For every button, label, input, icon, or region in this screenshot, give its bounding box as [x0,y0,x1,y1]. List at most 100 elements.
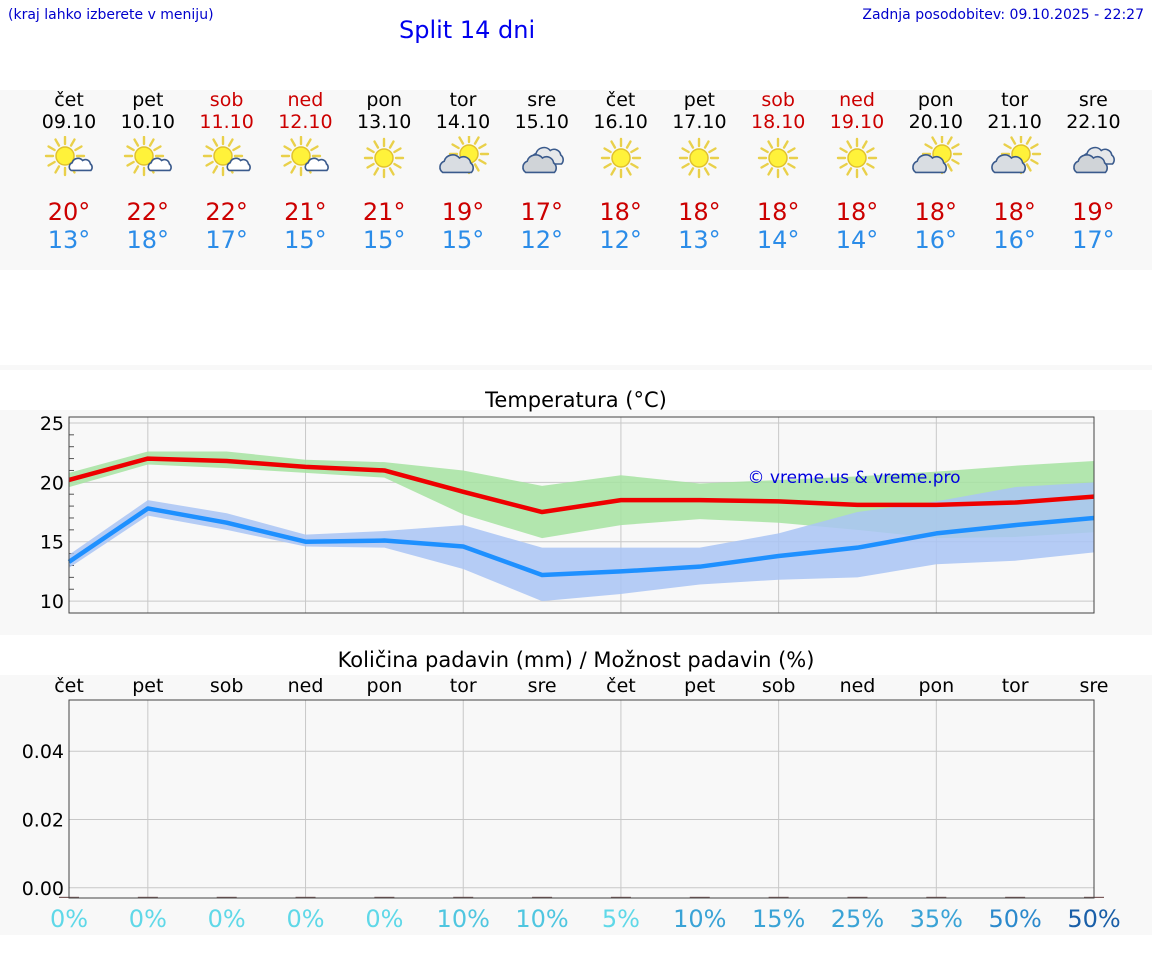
day-header: pon 20.10 [897,89,975,133]
max-temp: 19° [1072,198,1115,226]
day-name: pon [917,89,954,111]
day-header: ned 19.10 [818,89,896,133]
temperature-chart: 10 15 20 25 © vreme.us & vreme.pro [40,413,1095,614]
precip-probability: 25% [831,905,884,933]
day-name: sre [527,89,557,111]
max-temp: 17° [520,198,564,226]
day-label: tor [450,675,477,697]
day-name: pon [366,89,403,111]
max-temp-band [69,451,1094,539]
max-temp: 18° [599,198,642,226]
max-temp: 19° [441,198,485,226]
day-header: pet 17.10 [660,89,738,133]
day-date: 11.10 [199,111,254,133]
day-header: sob 18.10 [739,89,817,133]
precip-bar [453,896,474,898]
partly-cloudy-icon [911,136,962,175]
day-header: tor 21.10 [976,89,1054,133]
day-date: 22.10 [1066,111,1121,133]
day-header: sre 15.10 [503,89,581,133]
min-temp: 18° [126,226,170,254]
day-label: čet [606,675,636,697]
day-date: 20.10 [908,111,963,133]
day-date: 13.10 [356,111,412,133]
day-header: pet 10.10 [109,89,187,133]
day-name: čet [605,89,636,111]
day-date: 18.10 [750,111,806,133]
precip-bar [532,896,553,898]
min-temp-band [69,482,1094,602]
y-tick-label: 0.02 [22,809,64,831]
min-temp: 13° [47,226,91,254]
day-date: 12.10 [278,111,333,133]
day-name: sre [1078,89,1108,111]
sun-small-cloud-icon [123,136,172,177]
day-header: čet 09.10 [30,89,108,133]
sun-small-cloud-icon [202,136,251,177]
spacer-divider [0,365,1152,370]
sun-icon [679,137,720,179]
day-label: pet [684,675,715,697]
precipitation-chart-title: Količina padavin (mm) / Možnost padavin … [337,648,815,672]
day-date: 21.10 [987,111,1042,133]
max-temp: 21° [284,198,327,226]
precip-bar [137,896,158,898]
day-name: tor [1001,89,1029,111]
sun-small-cloud-icon [281,136,330,177]
day-label: pon [918,675,954,697]
cloudy-icon [1073,146,1116,174]
precip-probability: 35% [910,905,963,933]
precip-probability: 10% [673,905,726,933]
day-header: ned 12.10 [266,89,344,133]
menu-hint[interactable]: (kraj lahko izberete v meniju) [8,7,214,23]
precip-bar [1005,896,1026,898]
precip-probability: 0% [365,905,403,933]
precip-bar [216,896,237,898]
max-temp: 18° [835,198,879,226]
y-tick-label: 10 [40,591,64,613]
last-update: Zadnja posodobitev: 09.10.2025 - 22:27 [862,7,1144,23]
min-temp: 17° [1072,226,1115,254]
watermark: © vreme.us & vreme.pro [747,468,960,488]
precip-bar [610,896,631,898]
day-label: sob [762,675,796,697]
precip-probability: 0% [50,905,88,933]
y-tick-label: 25 [40,413,64,435]
day-label: tor [1002,675,1029,697]
plot-frame [68,699,1095,899]
min-temp: 17° [205,226,248,254]
day-name: čet [54,89,84,111]
max-temp: 18° [756,198,800,226]
precip-bar [374,896,395,898]
day-label: pet [132,675,163,697]
day-name: pet [132,89,164,111]
plot-area [69,700,1094,898]
y-tick-label: 20 [40,472,64,494]
max-temp-line [68,456,1095,515]
day-header: sre 22.10 [1054,89,1132,133]
min-temp: 12° [520,226,564,254]
temperature-chart-title: Temperatura (°C) [485,388,667,412]
precip-probability: 15% [752,905,805,933]
precip-probability: 0% [129,905,167,933]
day-label: sre [1080,675,1109,697]
min-temp: 14° [835,226,879,254]
min-temp: 13° [678,226,721,254]
min-temp: 16° [993,226,1036,254]
day-name: sob [761,89,795,111]
max-temp: 18° [914,198,958,226]
precip-bar [295,896,316,898]
precip-probability: 50% [988,905,1041,933]
cloudy-icon [521,146,564,174]
precip-bar [926,896,947,898]
day-header: pon 13.10 [345,89,423,133]
sun-icon [836,137,878,179]
day-name: ned [839,89,875,111]
day-date: 17.10 [672,111,727,133]
partly-cloudy-icon [439,136,490,175]
precip-bar [847,896,868,898]
day-date: 09.10 [41,111,97,133]
day-date: 16.10 [593,111,648,133]
day-date: 10.10 [120,111,175,133]
day-date: 14.10 [435,111,491,133]
